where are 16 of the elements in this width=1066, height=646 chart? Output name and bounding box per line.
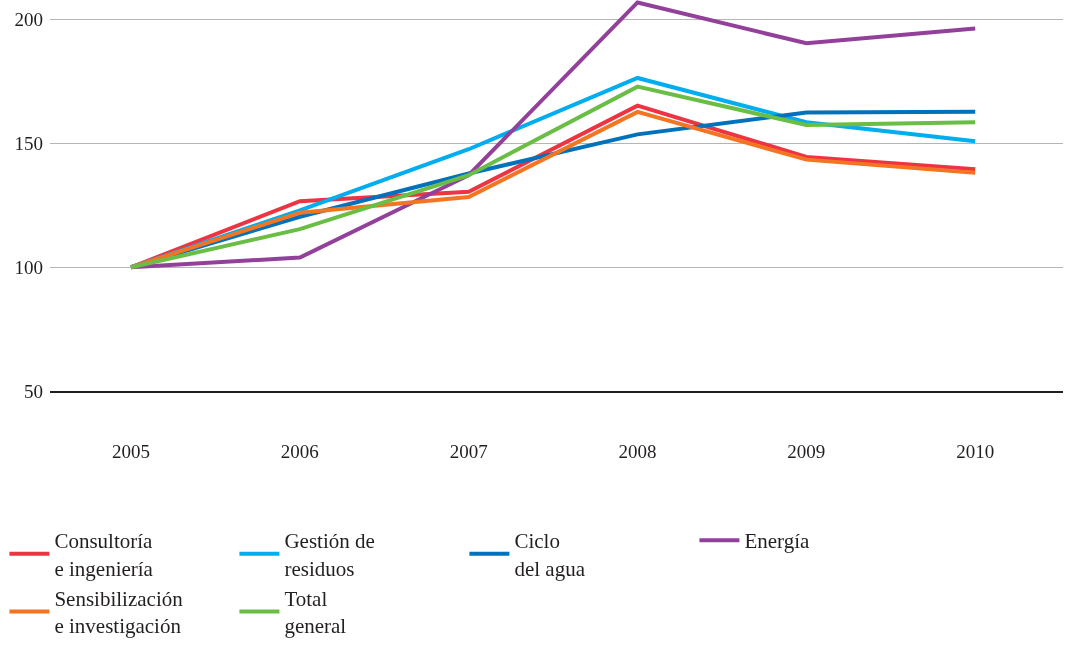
x-tick-label: 2005 xyxy=(112,440,151,462)
legend-label: Consultoría e ingeniería xyxy=(54,529,154,581)
y-tick-label: 200 xyxy=(14,9,43,31)
x-tick-label: 2010 xyxy=(956,440,995,462)
x-tick-label: 2006 xyxy=(280,440,319,462)
y-tick-label: 150 xyxy=(14,133,43,155)
y-tick-label: 50 xyxy=(24,380,43,402)
legend-label: Ciclo del agua xyxy=(514,529,586,581)
y-tick-label: 100 xyxy=(14,256,43,278)
legend-label: Gestión de residuos xyxy=(284,529,375,581)
legend-label: Total general xyxy=(284,586,347,639)
x-tick-label: 2007 xyxy=(449,440,488,462)
legend-label: Sensibilización e investigación xyxy=(54,586,184,639)
x-tick-label: 2009 xyxy=(787,440,826,462)
x-tick-label: 2008 xyxy=(618,440,657,462)
legend-label: Energía xyxy=(744,529,811,554)
